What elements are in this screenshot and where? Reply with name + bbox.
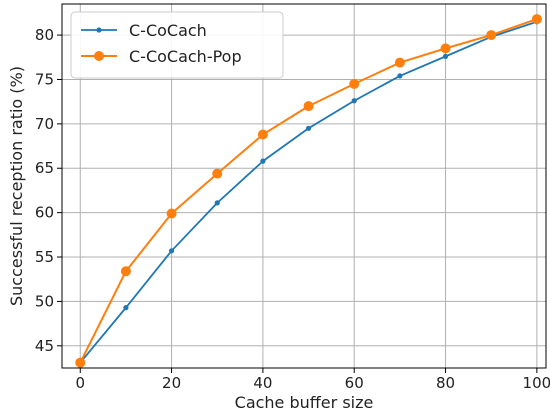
data-point <box>394 57 405 68</box>
data-point <box>303 101 314 112</box>
y-axis-label: Successful reception ratio (%) <box>7 66 26 306</box>
x-tick-label: 60 <box>345 374 364 392</box>
x-tick-label: 40 <box>253 374 272 392</box>
x-tick-label: 0 <box>75 374 85 392</box>
y-tick-label: 65 <box>35 159 54 177</box>
data-point <box>123 305 129 311</box>
x-tick-label: 100 <box>523 374 550 392</box>
data-point <box>168 248 175 254</box>
legend-item: C-CoCach <box>81 21 207 40</box>
legend-label: C-CoCach <box>129 21 207 40</box>
y-tick-label: 55 <box>35 248 54 266</box>
ticks: 0 20 40 60 80 100 45 50 55 60 65 70 75 80 <box>35 26 550 392</box>
y-tick-label: 70 <box>35 115 54 133</box>
data-point <box>442 53 449 59</box>
data-point <box>214 200 220 206</box>
data-point <box>440 43 451 54</box>
data-point <box>75 357 86 368</box>
data-point <box>531 14 542 25</box>
legend: C-CoCach C-CoCach-Pop <box>70 11 284 79</box>
x-tick-label: 80 <box>436 374 455 392</box>
x-axis-label: Cache buffer size <box>235 393 374 412</box>
data-point <box>397 73 403 79</box>
x-tick-label: 20 <box>162 374 181 392</box>
plot-frame <box>61 3 547 369</box>
data-point <box>120 266 131 277</box>
legend-swatch-marker <box>94 51 104 61</box>
legend-label: C-CoCach-Pop <box>129 47 242 66</box>
y-tick-label: 75 <box>35 70 54 88</box>
data-point <box>305 125 312 131</box>
legend-swatch-marker <box>96 27 102 33</box>
data-point <box>166 208 177 219</box>
legend-box <box>70 11 284 79</box>
data-point <box>257 129 268 140</box>
legend-item: C-CoCach-Pop <box>81 47 242 66</box>
y-tick-label: 80 <box>35 26 54 44</box>
y-tick-label: 60 <box>35 204 54 222</box>
y-tick-label: 45 <box>35 337 54 355</box>
data-point <box>212 168 223 179</box>
data-point <box>349 78 360 89</box>
y-tick-label: 50 <box>35 292 54 310</box>
series-group <box>75 14 542 368</box>
data-point <box>351 98 357 104</box>
data-point <box>486 30 497 41</box>
grid <box>62 4 546 368</box>
series-c-cocach-pop <box>75 14 542 368</box>
data-point <box>260 158 266 164</box>
